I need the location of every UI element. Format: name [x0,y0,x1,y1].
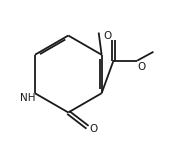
Text: O: O [103,30,112,41]
Text: NH: NH [20,93,35,103]
Text: O: O [89,124,98,134]
Text: O: O [137,62,146,72]
